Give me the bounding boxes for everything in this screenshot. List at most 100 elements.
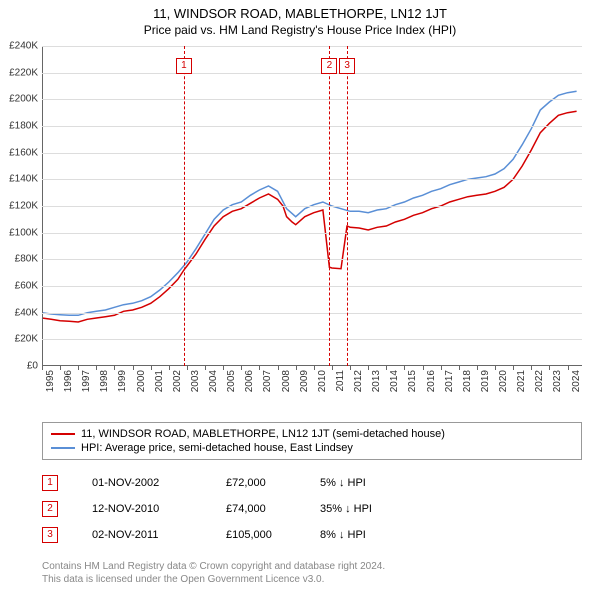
legend-item-hpi: HPI: Average price, semi-detached house,… (51, 441, 573, 455)
event-price: £74,000 (226, 503, 286, 515)
gridline (42, 153, 582, 154)
y-tick-label: £120K (2, 201, 38, 212)
x-tick-label: 2014 (389, 370, 400, 400)
y-tick-label: £60K (2, 281, 38, 292)
y-tick-label: £160K (2, 147, 38, 158)
x-tick (386, 366, 387, 370)
x-tick-label: 2021 (516, 370, 527, 400)
event-delta: 35% ↓ HPI (320, 503, 380, 515)
x-tick (42, 366, 43, 370)
price-chart: £0£20K£40K£60K£80K£100K£120K£140K£160K£1… (42, 46, 582, 366)
x-tick-label: 2006 (244, 370, 255, 400)
y-tick-label: £240K (2, 41, 38, 52)
x-tick-label: 2007 (262, 370, 273, 400)
x-tick (368, 366, 369, 370)
x-tick-label: 2001 (154, 370, 165, 400)
x-tick-label: 2003 (190, 370, 201, 400)
x-tick-label: 2023 (552, 370, 563, 400)
x-tick-label: 2005 (226, 370, 237, 400)
gridline (42, 313, 582, 314)
gridline (42, 73, 582, 74)
x-tick-label: 2022 (534, 370, 545, 400)
x-tick-label: 1996 (63, 370, 74, 400)
x-axis-line (42, 365, 582, 366)
y-tick-label: £40K (2, 307, 38, 318)
y-tick-label: £220K (2, 67, 38, 78)
x-tick (205, 366, 206, 370)
footer: Contains HM Land Registry data © Crown c… (42, 561, 582, 586)
x-tick-label: 1998 (99, 370, 110, 400)
x-tick-label: 2017 (444, 370, 455, 400)
x-tick-label: 2013 (371, 370, 382, 400)
page-title: 11, WINDSOR ROAD, MABLETHORPE, LN12 1JT (0, 0, 600, 21)
x-tick (549, 366, 550, 370)
event-price: £72,000 (226, 477, 286, 489)
gridline (42, 339, 582, 340)
x-tick (513, 366, 514, 370)
x-tick (60, 366, 61, 370)
x-tick (568, 366, 569, 370)
x-tick (332, 366, 333, 370)
x-tick (151, 366, 152, 370)
x-tick (495, 366, 496, 370)
x-tick-label: 2004 (208, 370, 219, 400)
event-marker: 3 (42, 527, 58, 543)
legend: 11, WINDSOR ROAD, MABLETHORPE, LN12 1JT … (42, 422, 582, 460)
x-tick-label: 2024 (571, 370, 582, 400)
x-tick (441, 366, 442, 370)
x-tick (133, 366, 134, 370)
series-hpi (42, 91, 577, 315)
x-tick-label: 2012 (353, 370, 364, 400)
x-tick (314, 366, 315, 370)
x-tick-label: 2016 (426, 370, 437, 400)
x-tick-label: 1995 (45, 370, 56, 400)
gridline (42, 206, 582, 207)
legend-swatch-hpi (51, 447, 75, 449)
x-tick (350, 366, 351, 370)
x-tick-label: 2020 (498, 370, 509, 400)
x-tick (169, 366, 170, 370)
legend-label-hpi: HPI: Average price, semi-detached house,… (81, 442, 353, 454)
y-tick-label: £20K (2, 334, 38, 345)
x-tick (187, 366, 188, 370)
footer-line-1: Contains HM Land Registry data © Crown c… (42, 561, 582, 574)
x-tick (78, 366, 79, 370)
event-price: £105,000 (226, 529, 286, 541)
gridline (42, 179, 582, 180)
event-marker-line (184, 46, 185, 366)
events-table: 101-NOV-2002£72,0005% ↓ HPI212-NOV-2010£… (42, 470, 582, 548)
event-row: 101-NOV-2002£72,0005% ↓ HPI (42, 470, 582, 496)
gridline (42, 46, 582, 47)
event-marker: 1 (42, 475, 58, 491)
x-tick (241, 366, 242, 370)
x-tick (296, 366, 297, 370)
x-tick (404, 366, 405, 370)
x-tick-label: 2019 (480, 370, 491, 400)
event-marker-box: 1 (176, 58, 192, 74)
x-tick (423, 366, 424, 370)
page-subtitle: Price paid vs. HM Land Registry's House … (0, 21, 600, 37)
gridline (42, 286, 582, 287)
event-date: 01-NOV-2002 (92, 477, 192, 489)
x-tick-label: 2018 (462, 370, 473, 400)
x-tick-label: 2008 (281, 370, 292, 400)
x-tick-label: 2015 (407, 370, 418, 400)
x-tick-label: 2010 (317, 370, 328, 400)
x-tick (477, 366, 478, 370)
gridline (42, 99, 582, 100)
y-tick-label: £80K (2, 254, 38, 265)
x-tick-label: 2009 (299, 370, 310, 400)
gridline (42, 126, 582, 127)
event-marker-box: 2 (321, 58, 337, 74)
event-marker: 2 (42, 501, 58, 517)
legend-item-property: 11, WINDSOR ROAD, MABLETHORPE, LN12 1JT … (51, 427, 573, 441)
x-tick (96, 366, 97, 370)
event-marker-line (347, 46, 348, 366)
x-tick (531, 366, 532, 370)
event-date: 02-NOV-2011 (92, 529, 192, 541)
event-marker-box: 3 (339, 58, 355, 74)
legend-swatch-property (51, 433, 75, 435)
y-tick-label: £100K (2, 227, 38, 238)
y-tick-label: £140K (2, 174, 38, 185)
x-tick-label: 2011 (335, 370, 346, 400)
